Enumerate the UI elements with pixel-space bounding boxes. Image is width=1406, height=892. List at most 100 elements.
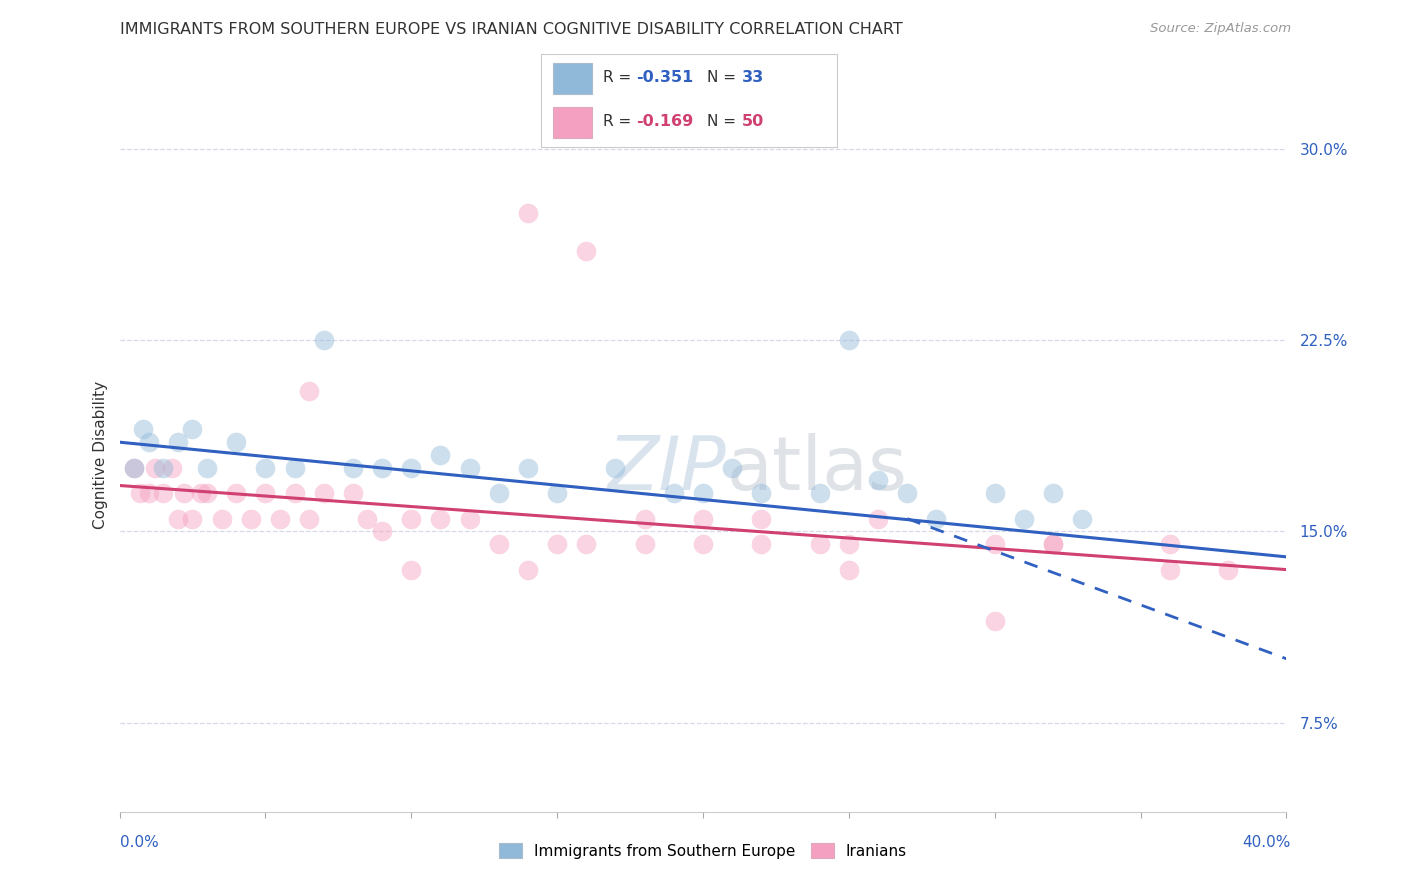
Point <box>298 384 321 399</box>
Point <box>749 537 772 551</box>
Text: -0.351: -0.351 <box>636 70 693 86</box>
Text: atlas: atlas <box>727 433 907 506</box>
Text: IMMIGRANTS FROM SOUTHERN EUROPE VS IRANIAN COGNITIVE DISABILITY CORRELATION CHAR: IMMIGRANTS FROM SOUTHERN EUROPE VS IRANI… <box>120 22 903 37</box>
Point <box>190 486 212 500</box>
Legend: Immigrants from Southern Europe, Iranians: Immigrants from Southern Europe, Iranian… <box>494 837 912 864</box>
Point <box>662 486 685 500</box>
Point <box>633 511 655 525</box>
Point <box>138 435 160 450</box>
Point <box>371 460 394 475</box>
Point <box>429 448 451 462</box>
Point <box>225 486 247 500</box>
Point <box>838 563 860 577</box>
Point <box>838 537 860 551</box>
Point <box>983 486 1005 500</box>
Text: 0.0%: 0.0% <box>120 836 159 850</box>
Point <box>283 486 307 500</box>
Point <box>1042 537 1064 551</box>
Point <box>605 460 627 475</box>
Point <box>721 460 744 475</box>
Point <box>356 511 378 525</box>
Point <box>195 460 218 475</box>
Point <box>312 486 335 500</box>
Point <box>808 537 831 551</box>
Point <box>166 511 188 525</box>
Point <box>546 486 568 500</box>
Point <box>429 511 451 525</box>
Text: 50: 50 <box>742 114 765 129</box>
Point <box>181 511 204 525</box>
Text: 40.0%: 40.0% <box>1243 836 1291 850</box>
Point <box>1216 563 1240 577</box>
Point <box>399 460 422 475</box>
Text: ZIP: ZIP <box>607 434 727 505</box>
Point <box>866 511 889 525</box>
Point <box>181 422 204 436</box>
Point <box>1159 563 1181 577</box>
Point <box>488 537 510 551</box>
Point <box>925 511 948 525</box>
Point <box>122 460 145 475</box>
Point <box>896 486 918 500</box>
Point <box>808 486 831 500</box>
Point <box>195 486 218 500</box>
Point <box>575 537 598 551</box>
Point <box>983 537 1005 551</box>
Point <box>342 460 364 475</box>
Point <box>298 511 321 525</box>
Point <box>152 486 174 500</box>
Point <box>517 460 540 475</box>
FancyBboxPatch shape <box>553 63 592 94</box>
Point <box>342 486 364 500</box>
Point <box>254 486 277 500</box>
Point <box>173 486 195 500</box>
Point <box>225 435 247 450</box>
Point <box>1159 537 1181 551</box>
Point <box>239 511 262 525</box>
Text: N =: N = <box>707 70 741 86</box>
Point <box>138 486 160 500</box>
Text: N =: N = <box>707 114 741 129</box>
Point <box>749 486 772 500</box>
Point <box>211 511 233 525</box>
Point <box>399 563 422 577</box>
Point <box>488 486 510 500</box>
Point <box>122 460 145 475</box>
Text: -0.169: -0.169 <box>636 114 693 129</box>
Point <box>692 537 714 551</box>
Point <box>838 333 860 347</box>
Text: Source: ZipAtlas.com: Source: ZipAtlas.com <box>1150 22 1291 36</box>
Text: R =: R = <box>603 114 637 129</box>
Point <box>1042 486 1064 500</box>
Point <box>399 511 422 525</box>
Point <box>458 460 481 475</box>
Point <box>129 486 152 500</box>
Point <box>749 511 772 525</box>
Point <box>517 206 540 220</box>
Point <box>1071 511 1094 525</box>
Point <box>458 511 481 525</box>
Point <box>371 524 394 539</box>
Point <box>517 563 540 577</box>
Point <box>1042 537 1064 551</box>
FancyBboxPatch shape <box>553 107 592 138</box>
Point <box>132 422 155 436</box>
Point <box>633 537 655 551</box>
Point <box>166 435 188 450</box>
Point <box>269 511 291 525</box>
Point <box>152 460 174 475</box>
Point <box>692 511 714 525</box>
Point <box>866 474 889 488</box>
Text: 33: 33 <box>742 70 765 86</box>
Point <box>546 537 568 551</box>
Point <box>983 614 1005 628</box>
Point <box>692 486 714 500</box>
Point <box>575 244 598 258</box>
Point <box>283 460 307 475</box>
Point <box>1012 511 1035 525</box>
Point <box>254 460 277 475</box>
Point <box>312 333 335 347</box>
Point <box>160 460 183 475</box>
Y-axis label: Cognitive Disability: Cognitive Disability <box>93 381 108 529</box>
Text: R =: R = <box>603 70 637 86</box>
